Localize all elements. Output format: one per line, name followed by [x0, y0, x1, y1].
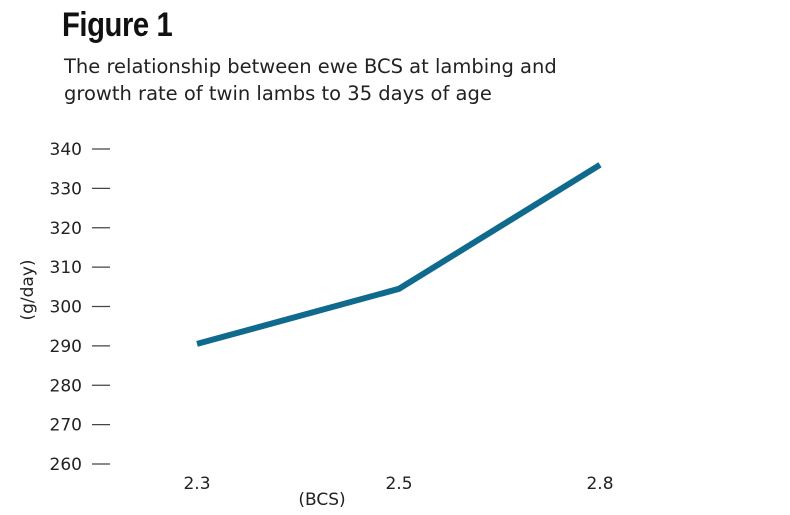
- y-tick-label: 310: [50, 258, 82, 278]
- chart-title-line-1: The relationship between ewe BCS at lamb…: [64, 55, 557, 78]
- y-axis-title: (g/day): [18, 259, 38, 320]
- x-tick-label: 2.8: [586, 474, 613, 494]
- x-axis-title: (BCS): [298, 490, 345, 510]
- y-tick-label: 260: [50, 455, 82, 475]
- chart-title: The relationship between ewe BCS at lamb…: [64, 53, 557, 107]
- chart-title-line-2: growth rate of twin lambs to 35 days of …: [64, 82, 492, 105]
- y-tick-label: 270: [50, 416, 82, 436]
- y-tick-label: 300: [50, 298, 82, 318]
- series-layer: [196, 162, 602, 347]
- y-axis: 260 270 280 290 300 310 320 330 340: [50, 140, 110, 475]
- y-tick-label: 330: [50, 179, 82, 199]
- x-tick-label: 2.5: [385, 474, 412, 494]
- x-tick-label: 2.3: [183, 474, 210, 494]
- x-axis: 2.3 2.5 2.8: [183, 474, 613, 494]
- series-line: [196, 162, 602, 347]
- y-tick-label: 340: [50, 140, 82, 160]
- figure-label: Figure 1: [62, 6, 173, 44]
- y-tick-label: 280: [50, 376, 82, 396]
- y-tick-label: 320: [50, 219, 82, 239]
- y-tick-label: 290: [50, 337, 82, 357]
